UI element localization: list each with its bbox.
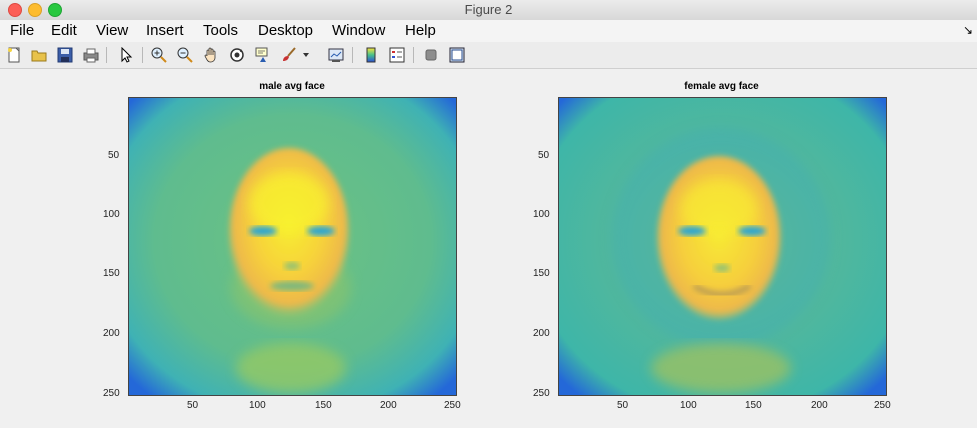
zoom-in-icon[interactable] [149,45,169,65]
menu-edit[interactable]: Edit [51,22,77,39]
x-tick-label: 150 [315,400,332,411]
new-figure-icon[interactable] [4,45,24,65]
y-tick-label: 100 [533,209,550,220]
y-tick-label: 250 [533,388,550,399]
dock-arrow-icon[interactable]: ↘ [962,23,973,37]
y-tick-label: 250 [103,388,120,399]
insert-colorbar-icon[interactable] [361,45,381,65]
x-tick-label: 50 [187,400,199,411]
save-icon[interactable] [55,45,75,65]
pan-hand-icon[interactable] [201,45,221,65]
figure-canvas: male avg face [0,69,977,428]
y-tick-label: 150 [533,268,550,279]
menu-insert[interactable]: Insert [146,22,184,39]
menu-help[interactable]: Help [405,22,436,39]
menu-file[interactable]: File [10,22,35,39]
y-tick-label: 200 [533,328,550,339]
rotate-3d-icon[interactable] [227,45,247,65]
x-tick-label: 200 [380,400,397,411]
x-tick-label: 100 [249,400,266,411]
print-icon[interactable] [81,45,101,65]
menu-tools[interactable]: Tools [203,22,239,39]
y-tick-label: 100 [103,209,120,220]
window-title: Figure 2 [464,2,513,17]
edit-plot-arrow-icon[interactable] [116,45,136,65]
menu-bar: File Edit View Insert Tools Desktop Wind… [0,20,977,42]
data-cursor-icon[interactable] [253,45,273,65]
figure-toolbar [0,42,977,69]
menu-view[interactable]: View [96,22,129,39]
male-avg-face-image [128,97,457,396]
x-tick-label: 100 [680,400,697,411]
brush-icon[interactable] [279,45,299,65]
x-tick-label: 250 [874,400,891,411]
x-tick-label: 50 [617,400,629,411]
close-window-button[interactable] [8,3,22,17]
menu-window[interactable]: Window [332,22,386,39]
show-plot-tools-icon[interactable] [447,45,467,65]
minimize-window-button[interactable] [28,3,42,17]
x-tick-label: 200 [811,400,828,411]
plot-title-male: male avg face [259,81,325,92]
y-tick-label: 50 [108,150,120,161]
x-tick-label: 250 [444,400,461,411]
x-tick-label: 150 [745,400,762,411]
title-bar: Figure 2 [0,0,977,21]
maximize-window-button[interactable] [48,3,62,17]
zoom-out-icon[interactable] [175,45,195,65]
menu-desktop[interactable]: Desktop [258,22,314,39]
female-avg-face-image [558,97,887,396]
insert-legend-icon[interactable] [387,45,407,65]
y-tick-label: 50 [538,150,550,161]
link-plot-icon[interactable] [326,45,346,65]
brush-dropdown-icon[interactable] [300,45,312,65]
open-file-icon[interactable] [29,45,49,65]
plot-title-female: female avg face [684,81,759,92]
hide-plot-tools-icon[interactable] [421,45,441,65]
y-tick-label: 150 [103,268,120,279]
y-tick-label: 200 [103,328,120,339]
